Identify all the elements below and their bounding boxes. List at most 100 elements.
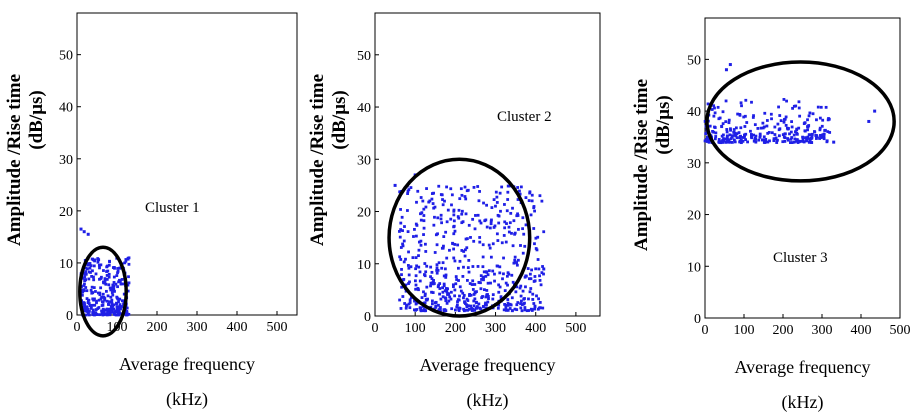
data-point <box>449 217 453 221</box>
data-point <box>117 280 120 284</box>
data-point <box>471 308 475 312</box>
data-point <box>458 294 461 298</box>
data-point <box>724 68 728 72</box>
data-point <box>512 219 516 223</box>
data-point <box>93 258 97 262</box>
data-point <box>88 266 92 270</box>
data-point <box>818 137 822 140</box>
data-point <box>818 126 822 130</box>
data-point <box>810 141 813 144</box>
data-point <box>439 213 443 217</box>
data-point <box>821 133 825 137</box>
data-point <box>398 255 402 259</box>
data-point <box>444 296 448 300</box>
data-point <box>506 190 510 194</box>
data-point <box>712 114 716 118</box>
data-point <box>425 285 429 289</box>
data-point <box>716 105 720 109</box>
data-point <box>468 292 471 296</box>
data-point <box>521 216 525 220</box>
data-point <box>737 131 741 135</box>
data-point <box>126 283 130 287</box>
data-point <box>482 270 486 274</box>
data-point <box>444 230 448 234</box>
data-point <box>430 302 434 306</box>
data-point <box>418 306 422 310</box>
plot-area-frame <box>704 17 901 319</box>
x-tick-label: 400 <box>851 323 872 338</box>
data-point <box>736 112 740 116</box>
data-point <box>805 136 809 140</box>
data-point <box>502 234 506 237</box>
data-point <box>466 304 470 308</box>
data-point <box>824 105 828 109</box>
data-point <box>436 216 440 220</box>
data-point <box>103 281 107 285</box>
data-point <box>738 113 742 117</box>
data-point <box>87 313 91 317</box>
data-point <box>125 313 129 317</box>
data-point <box>97 298 101 302</box>
data-point <box>399 307 403 310</box>
data-point <box>802 140 806 144</box>
data-point <box>402 277 406 281</box>
data-point <box>482 288 486 292</box>
data-point <box>514 290 518 294</box>
data-point <box>465 189 469 193</box>
data-point <box>754 134 758 138</box>
data-point <box>488 226 492 230</box>
data-point <box>768 139 771 143</box>
data-point <box>93 313 96 317</box>
data-point <box>115 305 119 308</box>
data-point <box>467 259 471 262</box>
data-point <box>772 137 776 141</box>
x-axis-label: Average frequency <box>119 354 255 374</box>
data-point <box>485 293 489 297</box>
data-point <box>451 285 455 289</box>
data-point <box>409 186 413 189</box>
data-point <box>761 138 765 142</box>
data-point <box>86 232 90 236</box>
data-point <box>105 274 109 277</box>
data-point <box>106 313 109 317</box>
data-point <box>467 307 471 311</box>
data-point <box>476 265 480 268</box>
data-point <box>818 134 822 137</box>
data-point <box>452 219 456 223</box>
data-point <box>92 286 96 289</box>
data-point <box>462 293 466 297</box>
data-point <box>424 270 428 274</box>
data-point <box>435 271 439 275</box>
data-point <box>441 290 445 294</box>
data-point <box>447 299 451 303</box>
data-point <box>487 269 491 273</box>
data-point <box>126 289 130 293</box>
data-point <box>456 243 460 247</box>
data-point <box>496 239 500 242</box>
data-point <box>505 209 509 213</box>
data-point <box>537 297 540 301</box>
data-point <box>92 264 96 268</box>
data-point <box>119 282 123 286</box>
data-point <box>414 287 418 291</box>
data-point <box>713 106 716 110</box>
cluster-label: Cluster 1 <box>145 200 200 216</box>
data-point <box>516 212 519 216</box>
data-point <box>443 267 447 271</box>
data-point <box>462 309 466 313</box>
data-point <box>782 118 786 121</box>
data-point <box>721 141 725 144</box>
data-point <box>408 280 411 284</box>
data-point <box>457 208 461 212</box>
data-point <box>794 130 797 134</box>
data-point <box>453 259 457 263</box>
data-point <box>414 256 418 260</box>
data-point <box>118 297 122 301</box>
data-point <box>417 288 420 292</box>
data-point <box>729 127 732 131</box>
x-axis-unit: (kHz) <box>166 389 208 410</box>
data-point <box>434 300 438 304</box>
data-point <box>823 128 827 132</box>
data-point <box>406 230 410 234</box>
data-point <box>730 134 734 138</box>
